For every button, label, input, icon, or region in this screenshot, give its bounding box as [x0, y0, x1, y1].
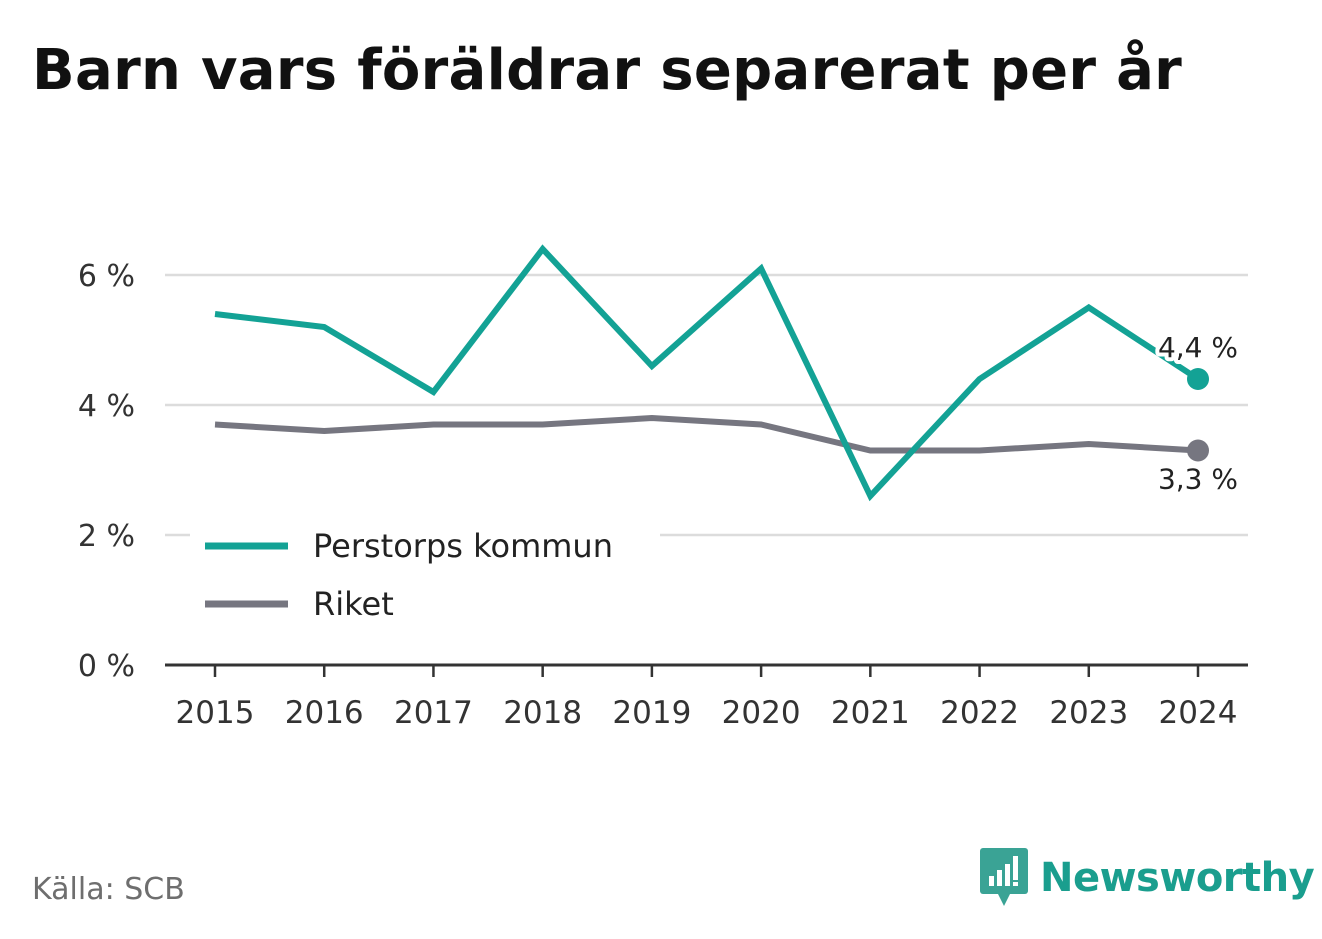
series-lines [214, 244, 1200, 502]
brand-name: Newsworthy [1040, 855, 1315, 901]
series-line-perstorp [214, 244, 1200, 502]
source-note: Källa: SCB [32, 872, 185, 907]
brand-logo: Newsworthy [980, 848, 1315, 908]
legend-label: Riket [313, 585, 394, 623]
y-tick-label: 2 % [78, 519, 135, 554]
chart-title: Barn vars föräldrar separerat per år [32, 38, 1183, 103]
end-label: 3,3 % [1158, 463, 1238, 496]
end-label-halo: 3,3 % [1158, 463, 1238, 496]
end-marker [1187, 439, 1209, 462]
x-tick-label: 2017 [394, 695, 473, 731]
x-tick-label: 2020 [722, 695, 801, 731]
y-tick-label: 4 % [78, 389, 135, 424]
x-tick-label: 2019 [612, 695, 691, 731]
series-line-riket [214, 414, 1199, 454]
x-tick-label: 2022 [940, 695, 1019, 731]
legend-background [190, 518, 660, 638]
x-tick-label: 2015 [176, 695, 255, 731]
x-tick-label: 2016 [285, 695, 364, 731]
x-axis: 2015 2016 2017 2018 2019 2020 2021 2022 2023 2024 [165, 663, 1248, 731]
x-tick-label: 2018 [503, 695, 582, 731]
y-tick-label: 0 % [78, 649, 135, 684]
x-tick-label: 2024 [1159, 695, 1238, 731]
y-tick-label: 6 % [78, 259, 135, 294]
legend-label: Perstorps kommun [313, 527, 613, 565]
end-label: 4,4 % [1158, 331, 1238, 364]
x-tick-label: 2023 [1049, 695, 1128, 731]
end-marker [1187, 368, 1209, 390]
legend: Perstorps kommun Riket [190, 518, 660, 638]
end-label-halo: 4,4 % [1158, 331, 1238, 364]
newsworthy-logo-icon [980, 848, 1028, 906]
end-labels: 4,4 %4,4 %3,3 %3,3 % [1154, 327, 1242, 500]
x-tick-label: 2021 [831, 695, 910, 731]
y-axis-labels: 0 % 2 % 4 % 6 % [78, 259, 135, 684]
